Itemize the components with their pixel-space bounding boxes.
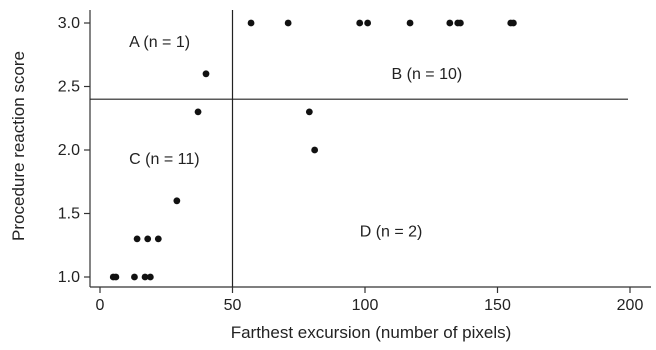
data-point [141, 273, 149, 281]
data-point [112, 273, 120, 281]
x-tick-label: 0 [96, 297, 105, 314]
data-point [194, 108, 202, 116]
quadrant-label: C (n = 11) [129, 151, 199, 168]
data-points [109, 19, 517, 281]
data-point [131, 273, 138, 281]
data-point [510, 19, 517, 27]
y-axis-label: Procedure reaction score [9, 51, 28, 241]
data-point [457, 19, 464, 27]
data-point [356, 19, 364, 27]
y-tick-label: 1.5 [58, 206, 80, 223]
data-point [173, 197, 181, 205]
data-point [364, 19, 372, 27]
data-point [202, 70, 210, 78]
plot-frame [89, 10, 651, 288]
quadrant-label: B (n = 10) [392, 66, 463, 83]
y-tick-label: 3.0 [58, 15, 80, 32]
y-axis-ticks: 1.0 1.5 2.0 2.5 3.0 [58, 15, 90, 286]
x-tick-label: 200 [617, 297, 644, 314]
quadrant-labels: A (n = 1) B (n = 10) C (n = 11) D (n = 2) [129, 34, 462, 240]
data-point [284, 19, 292, 27]
data-point [247, 19, 255, 27]
data-point [305, 108, 313, 116]
data-point [133, 235, 141, 243]
quadrant-label: A (n = 1) [129, 34, 190, 51]
quadrant-label: D (n = 2) [360, 223, 423, 240]
data-point [146, 273, 154, 281]
y-tick-label: 2.0 [58, 142, 80, 159]
x-axis-ticks: 0 50 100 150 200 [96, 287, 644, 314]
data-point [154, 235, 162, 243]
x-axis-label: Farthest excursion (number of pixels) [231, 323, 512, 342]
x-tick-label: 150 [484, 297, 511, 314]
y-tick-label: 1.0 [58, 269, 80, 286]
y-tick-label: 2.5 [58, 79, 80, 96]
data-point [144, 235, 152, 243]
x-tick-label: 50 [224, 297, 242, 314]
data-point [446, 19, 454, 27]
x-tick-label: 100 [352, 297, 379, 314]
data-point [406, 19, 414, 27]
data-point [311, 146, 319, 154]
threshold-lines [90, 10, 628, 287]
